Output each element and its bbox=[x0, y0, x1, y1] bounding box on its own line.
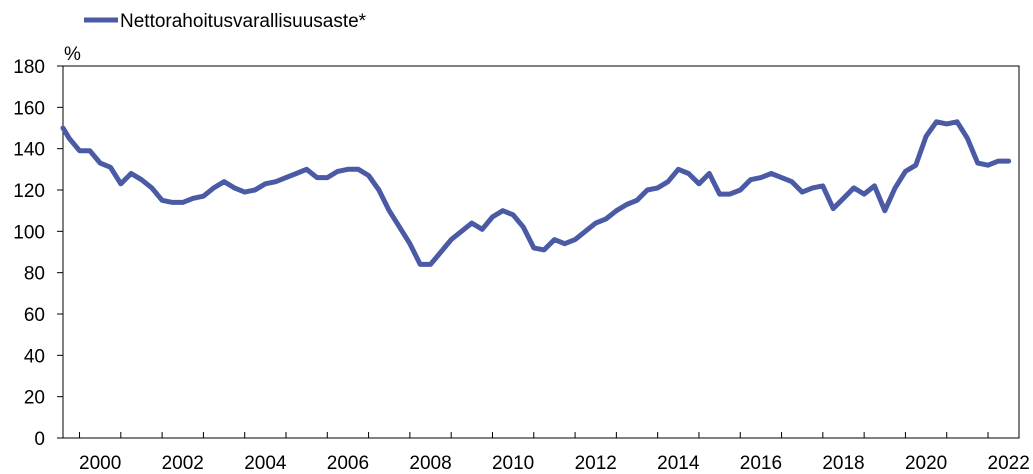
x-tick-label: 2004 bbox=[244, 453, 287, 474]
x-tick-label: 2014 bbox=[657, 453, 700, 474]
y-axis: 0 20 40 60 80 100 120 140 160 180 bbox=[13, 57, 63, 450]
y-tick-label: 20 bbox=[24, 388, 45, 409]
y-tick-label: 60 bbox=[24, 305, 45, 326]
x-tick-label: 2022 bbox=[988, 453, 1030, 474]
y-tick-label: 120 bbox=[13, 181, 45, 202]
plot-frame bbox=[62, 65, 1020, 439]
x-tick-label: 2010 bbox=[492, 453, 534, 474]
legend-label: Nettorahoitusvarallisuusaste* bbox=[120, 11, 367, 32]
series-line-nettorahoitusvarallisuusaste bbox=[60, 119, 1012, 267]
x-axis: 2000 2002 2004 2006 2008 2010 2012 2014 2016 2018… bbox=[79, 432, 1030, 474]
legend: Nettorahoitusvarallisuusaste* bbox=[84, 11, 367, 32]
y-tick-label: 160 bbox=[13, 98, 45, 119]
x-tick-label: 2016 bbox=[740, 453, 782, 474]
x-tick-label: 2008 bbox=[409, 453, 451, 474]
y-tick-label: 40 bbox=[24, 346, 45, 367]
y-tick-label: 80 bbox=[24, 264, 45, 285]
x-tick-label: 2002 bbox=[162, 453, 204, 474]
x-tick-label: 2018 bbox=[822, 453, 864, 474]
x-tick-label: 2020 bbox=[905, 453, 947, 474]
y-tick-label: 100 bbox=[13, 222, 45, 243]
y-tick-label: 180 bbox=[13, 57, 45, 78]
x-tick-label: 2006 bbox=[327, 453, 369, 474]
y-axis-unit: % bbox=[64, 44, 81, 65]
x-tick-label: 2012 bbox=[575, 453, 617, 474]
x-tick-label: 2000 bbox=[79, 453, 121, 474]
y-tick-label: 140 bbox=[13, 140, 45, 161]
y-tick-label: 0 bbox=[34, 429, 45, 450]
